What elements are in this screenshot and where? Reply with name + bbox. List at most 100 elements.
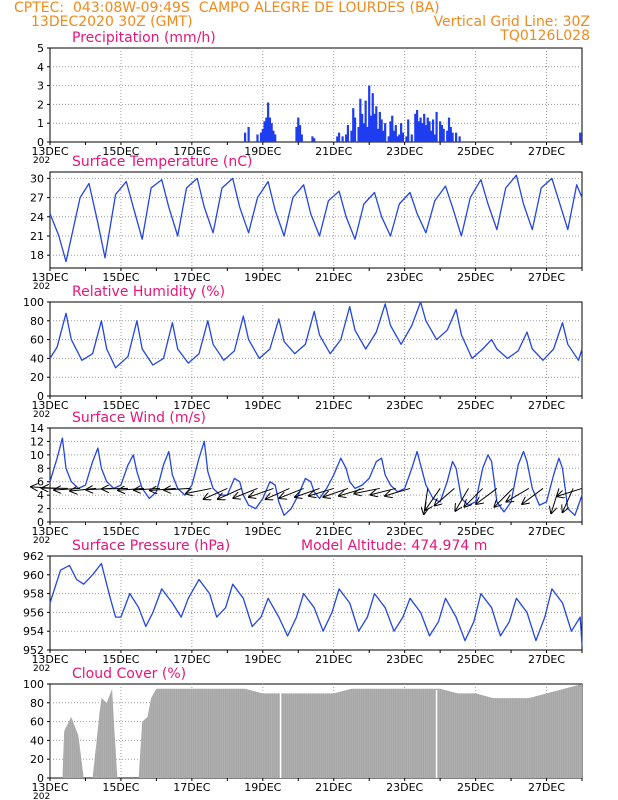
precip-bar [357, 126, 360, 142]
precip-bar [400, 123, 403, 142]
rh-series-line [49, 301, 583, 369]
precip-bar [313, 138, 316, 142]
rh-ytick-label: 60 [30, 334, 44, 347]
precip-bar [265, 117, 268, 142]
precip-bar [430, 130, 433, 142]
pres-xtick-label: 27DEC [528, 653, 565, 666]
pres-ytick-label: 960 [23, 569, 44, 582]
rh-xtick-label: 23DEC [386, 399, 423, 412]
temp-ytick-label: 30 [30, 172, 44, 185]
precip-bar [439, 121, 442, 142]
temp-ytick-label: 24 [30, 211, 44, 224]
rh-ytick-label: 80 [30, 315, 44, 328]
cloud-area [50, 684, 582, 778]
chart-header: CPTEC: 043:08W-09:49S CAMPO ALEGRE DE LO… [0, 0, 618, 48]
precip-xtick-label: 13DEC [31, 145, 68, 158]
precip-bar [300, 134, 303, 142]
precip-bar [261, 128, 264, 142]
precip-bar [449, 126, 452, 142]
precip-panel: 0 1 2 3 4 5 13DEC 15DEC 17DEC 19DEC 21DEC 23DEC 25DE… [31, 30, 583, 166]
temp-title: Surface Temperature (nC) [72, 154, 253, 170]
pres-ytick-label: 954 [23, 625, 44, 638]
wind-xtick-label: 17DEC [173, 525, 210, 538]
precip-bar [387, 136, 390, 142]
pres-subtitle: Model Altitude: 474.974 m [301, 538, 487, 554]
cloud-ytick-label: 80 [30, 697, 44, 710]
wind-xtick-label: 19DEC [244, 525, 281, 538]
precip-bar [272, 130, 275, 142]
wind-arrow [204, 487, 228, 499]
wind-xtick-label: 27DEC [528, 525, 565, 538]
precip-bar [446, 130, 449, 142]
temp-xtick-label: 13DEC [31, 271, 68, 284]
cloud-ytick-label: 20 [30, 753, 44, 766]
precip-bar [311, 136, 314, 142]
precip-bar [401, 132, 404, 142]
precip-bar [440, 125, 444, 142]
precip-ytick-label: 4 [37, 61, 44, 74]
wind-xtick-label: 23DEC [386, 525, 423, 538]
wind-arrow [464, 488, 484, 506]
precip-bar [337, 132, 341, 142]
cloud-xtick-label: 23DEC [386, 781, 423, 794]
precip-bar [259, 132, 263, 142]
precip-bar [369, 115, 373, 142]
precip-bar [378, 111, 381, 142]
precip-bar [359, 98, 362, 142]
rh-panel: 0 20 40 60 80 100 13DEC 15DEC 17DEC 19DEC 21DEC 23D… [23, 284, 583, 420]
precip-ytick-label: 1 [37, 117, 44, 130]
precip-bar [407, 119, 410, 142]
pres-title: Surface Pressure (hPa) [72, 538, 230, 554]
temp-frame [49, 171, 583, 269]
precip-bar [247, 126, 250, 142]
precip-bar [373, 113, 376, 142]
pres-xtick-label: 25DEC [457, 653, 494, 666]
wind-arrow [233, 487, 258, 498]
precip-bar [346, 125, 350, 142]
cloud-xtick-label: 27DEC [528, 781, 565, 794]
precip-bar [392, 130, 396, 142]
temp-xtick-label: 17DEC [173, 271, 210, 284]
rh-xtick-label: 13DEC [31, 399, 68, 412]
precip-bar [362, 123, 365, 142]
precip-bar [336, 136, 339, 142]
precip-bar [263, 121, 266, 142]
wind-xtick-label: 25DEC [457, 525, 494, 538]
temp-ytick-label: 27 [30, 192, 44, 205]
wind-arrow [563, 488, 574, 512]
wind-ytick-label: 4 [37, 489, 44, 502]
cloud-xtick-label: 25DEC [457, 781, 494, 794]
precip-bar [428, 121, 431, 142]
precip-xtick-label: 21DEC [315, 145, 352, 158]
precip-bar [352, 108, 355, 142]
precip-bar [350, 130, 353, 142]
wind-arrow [506, 487, 530, 501]
station-header-line: CPTEC: 043:08W-09:49S CAMPO ALEGRE DE LO… [14, 0, 440, 16]
pres-ytick-label: 962 [23, 550, 44, 563]
precip-year-label: 202 [33, 156, 50, 166]
precip-bar [295, 126, 298, 142]
precip-bar [268, 117, 271, 142]
rh-ytick-label: 0 [37, 390, 44, 403]
precip-xtick-label: 27DEC [528, 145, 565, 158]
precip-ytick-label: 5 [37, 42, 44, 55]
precip-bar [415, 110, 419, 142]
wind-arrow [323, 487, 349, 497]
rh-xtick-label: 19DEC [244, 399, 281, 412]
precip-bar [256, 134, 259, 142]
precip-bar [426, 117, 429, 142]
cloud-xtick-label: 17DEC [173, 781, 210, 794]
precip-bar [298, 125, 302, 142]
temp-panel: 18 21 24 27 30 13DEC 15DEC 17DEC 19DEC 21DEC 23DEC… [30, 154, 583, 292]
rh-ytick-label: 20 [30, 371, 44, 384]
wind-title: Surface Wind (m/s) [72, 410, 206, 426]
precip-xtick-label: 23DEC [386, 145, 423, 158]
precip-bar [405, 136, 408, 142]
pres-xtick-label: 23DEC [386, 653, 423, 666]
precip-bar [391, 115, 394, 142]
precip-bar [414, 113, 417, 142]
precip-bar [394, 125, 397, 142]
cloud-year-label: 202 [33, 792, 50, 800]
temp-year-label: 202 [33, 282, 50, 292]
